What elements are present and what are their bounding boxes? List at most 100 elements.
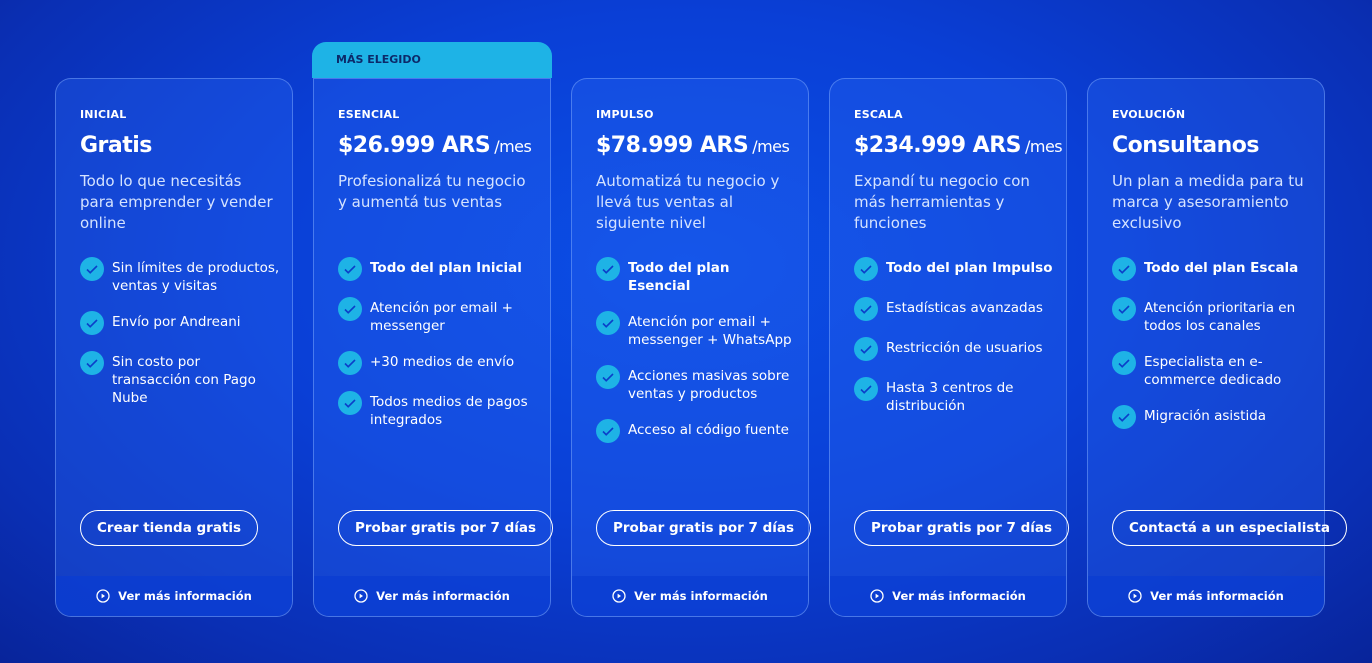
- feature-text: Sin límites de productos, ventas y visit…: [112, 260, 280, 294]
- feature-text: Restricción de usuarios: [886, 340, 1043, 356]
- plan-price: $26.999 ARS: [338, 133, 491, 158]
- feature-text: Atención por email + messenger + WhatsAp…: [628, 314, 792, 348]
- feature: Restricción de usuarios: [854, 337, 1054, 361]
- cta-button[interactable]: Crear tienda gratis: [80, 510, 259, 546]
- check-icon: [596, 419, 620, 443]
- more-info-text: Ver más información: [634, 589, 768, 603]
- more-info-text: Ver más información: [892, 589, 1026, 603]
- feature: Todo del plan Esencial: [596, 257, 796, 295]
- check-icon: [338, 297, 362, 321]
- plan-description: Expandí tu negocio con más herramientas …: [854, 172, 1030, 232]
- cta-button[interactable]: Probar gratis por 7 días: [854, 510, 1070, 546]
- plan-description: Automatizá tu negocio y llevá tus ventas…: [596, 172, 780, 232]
- plan-price-wrap: Gratis: [80, 133, 152, 158]
- plan-price: $78.999 ARS: [596, 133, 749, 158]
- check-icon: [1112, 405, 1136, 429]
- feature-text: Sin costo por transacción con Pago Nube: [112, 354, 256, 406]
- feature-text: Atención prioritaria en todos los canale…: [1144, 300, 1296, 334]
- feature-text: Estadísticas avanzadas: [886, 300, 1043, 316]
- check-icon: [596, 257, 620, 281]
- feature: Migración asistida: [1112, 405, 1312, 429]
- play-icon: [870, 589, 884, 603]
- plan-price-wrap: $78.999 ARS/mes: [596, 133, 790, 158]
- play-icon: [354, 589, 368, 603]
- feature-text: Todo del plan Esencial: [628, 260, 730, 294]
- feature-text: Todo del plan Escala: [1144, 260, 1299, 276]
- play-icon: [612, 589, 626, 603]
- feature-text: Especialista en e-commerce dedicado: [1144, 354, 1282, 388]
- feature: Atención por email + messenger + WhatsAp…: [596, 311, 796, 349]
- price-unit: /mes: [1024, 137, 1063, 156]
- plan-card: ESENCIAL $26.999 ARS/mes Profesionalizá tu…: [313, 78, 554, 617]
- feature-list: Todo del plan Esencial Atención por email…: [596, 257, 796, 461]
- feature-text: Envío por Andreani: [112, 314, 241, 330]
- check-icon: [1112, 257, 1136, 281]
- check-icon: [338, 351, 362, 375]
- plan-description: Un plan a medida para tu marca y asesora…: [1112, 172, 1304, 232]
- check-icon: [854, 257, 878, 281]
- check-icon: [1112, 297, 1136, 321]
- feature-list: Todo del plan Inicial Atención por email …: [338, 257, 538, 447]
- feature-text: Todo del plan Inicial: [370, 260, 522, 276]
- feature-list: Sin límites de productos, ventas y visit…: [80, 257, 280, 425]
- plan-price-wrap: $234.999 ARS/mes: [854, 133, 1063, 158]
- more-info-link[interactable]: Ver más información: [314, 576, 550, 616]
- more-info-link[interactable]: Ver más información: [830, 576, 1066, 616]
- feature-text: Todos medios de pagos integrados: [370, 394, 528, 428]
- feature: Acceso al código fuente: [596, 419, 796, 443]
- feature-text: Acceso al código fuente: [628, 422, 789, 438]
- plan-tier: IMPULSO: [596, 108, 654, 121]
- plan-description: Todo lo que necesitás para emprender y v…: [80, 172, 273, 232]
- plan-tier: EVOLUCIÓN: [1112, 108, 1186, 121]
- feature-list: Todo del plan Impulso Estadísticas avanza…: [854, 257, 1054, 433]
- plan-card: INICIAL Gratis Todo lo que necesitás para …: [55, 78, 293, 617]
- more-info-text: Ver más información: [376, 589, 510, 603]
- feature: Acciones masivas sobre ventas y producto…: [596, 365, 796, 403]
- play-icon: [96, 589, 110, 603]
- plan-tier: INICIAL: [80, 108, 127, 121]
- check-icon: [80, 311, 104, 335]
- more-info-link[interactable]: Ver más información: [572, 576, 808, 616]
- feature-text: Atención por email + messenger: [370, 300, 513, 334]
- plan-tier: ESCALA: [854, 108, 903, 121]
- feature-list: Todo del plan Escala Atención prioritaria…: [1112, 257, 1312, 447]
- plan-tier: ESENCIAL: [338, 108, 400, 121]
- price-unit: /mes: [752, 137, 790, 156]
- plan-card: ESCALA $234.999 ARS/mes Expandí tu negocio…: [829, 78, 1070, 617]
- feature: +30 medios de envío: [338, 351, 538, 375]
- feature: Sin costo por transacción con Pago Nube: [80, 351, 280, 407]
- feature: Sin límites de productos, ventas y visit…: [80, 257, 280, 295]
- feature-text: Migración asistida: [1144, 408, 1267, 424]
- more-info-text: Ver más información: [1150, 589, 1284, 603]
- feature: Estadísticas avanzadas: [854, 297, 1054, 321]
- feature: Todo del plan Escala: [1112, 257, 1312, 281]
- play-icon: [1128, 589, 1142, 603]
- feature: Especialista en e-commerce dedicado: [1112, 351, 1312, 389]
- feature: Todo del plan Inicial: [338, 257, 538, 281]
- check-icon: [854, 337, 878, 361]
- cta-button[interactable]: Contactá a un especialista: [1112, 510, 1347, 546]
- plan-price: Consultanos: [1112, 133, 1259, 158]
- check-icon: [854, 377, 878, 401]
- more-info-link[interactable]: Ver más información: [1088, 576, 1324, 616]
- feature-text: Hasta 3 centros de distribución: [886, 380, 1014, 414]
- more-info-link[interactable]: Ver más información: [56, 576, 292, 616]
- plan-price-wrap: Consultanos: [1112, 133, 1259, 158]
- price-unit: /mes: [494, 137, 532, 156]
- feature: Todos medios de pagos integrados: [338, 391, 538, 429]
- feature: Envío por Andreani: [80, 311, 280, 335]
- cta-button[interactable]: Probar gratis por 7 días: [338, 510, 554, 546]
- feature: Hasta 3 centros de distribución: [854, 377, 1054, 415]
- plan-description: Profesionalizá tu negocio y aumentá tus …: [338, 172, 526, 211]
- plan-price-wrap: $26.999 ARS/mes: [338, 133, 532, 158]
- feature: Todo del plan Impulso: [854, 257, 1054, 281]
- check-icon: [80, 257, 104, 281]
- check-icon: [1112, 351, 1136, 375]
- check-icon: [596, 311, 620, 335]
- feature: Atención por email + messenger: [338, 297, 538, 335]
- cta-button[interactable]: Probar gratis por 7 días: [596, 510, 812, 546]
- more-info-text: Ver más información: [118, 589, 252, 603]
- feature: Atención prioritaria en todos los canale…: [1112, 297, 1312, 335]
